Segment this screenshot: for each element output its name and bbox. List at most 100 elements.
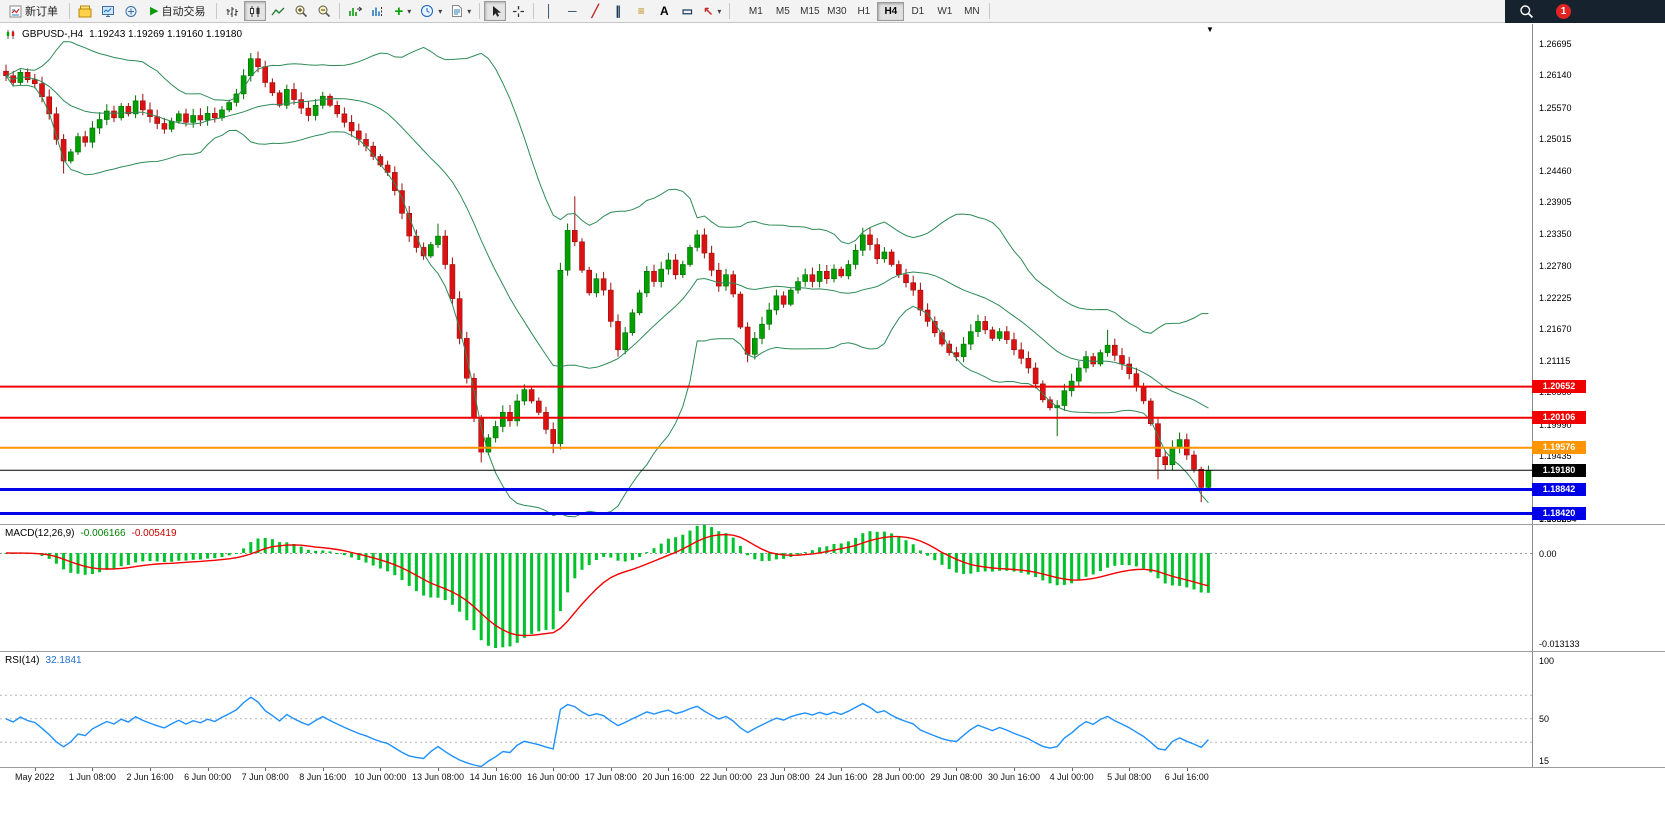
auto-trading-label: 自动交易 bbox=[161, 6, 206, 18]
indicators-button[interactable]: + ▾ bbox=[390, 1, 415, 21]
price-axis-label: 1.22780 bbox=[1539, 261, 1572, 272]
notification-badge[interactable]: 1 bbox=[1556, 3, 1571, 19]
time-axis-label: 2 Jun 16:00 bbox=[126, 772, 174, 782]
time-axis-label: 5 Jul 08:00 bbox=[1107, 772, 1152, 782]
auto-trading-button[interactable]: ▶ 自动交易 bbox=[143, 1, 212, 21]
trendline-tool-button[interactable]: ╱ bbox=[584, 1, 606, 21]
line-chart-button[interactable] bbox=[267, 1, 289, 21]
price-chart-canvas[interactable] bbox=[0, 24, 1532, 524]
time-axis-tick bbox=[668, 768, 670, 771]
crosshair-icon bbox=[512, 5, 524, 17]
panel-splitter-macd[interactable] bbox=[0, 524, 1665, 525]
timeframe-button-m15[interactable]: M15 bbox=[800, 5, 820, 17]
price-axis-label: 1.25015 bbox=[1539, 134, 1572, 145]
chart-shift-icon bbox=[372, 6, 383, 16]
auto-scroll-icon bbox=[349, 6, 363, 16]
panel-splitter-rsi[interactable] bbox=[0, 651, 1665, 652]
time-axis-label: 6 Jun 00:00 bbox=[184, 772, 232, 782]
timeframe-button-h1[interactable]: H1 bbox=[857, 5, 871, 17]
timeframe-button-d1[interactable]: D1 bbox=[911, 5, 925, 17]
time-axis[interactable]: May 2022 1 Jun 08:00 2 Jun 16:00 6 Jun 00:0… bbox=[0, 768, 1532, 790]
time-axis-tick bbox=[898, 768, 900, 771]
macd-signal-value: -0.005419 bbox=[131, 528, 177, 539]
price-tag: 1.18842 bbox=[1532, 483, 1586, 496]
timeframe-button-m5[interactable]: M5 bbox=[775, 5, 790, 17]
price-tag: 1.18420 bbox=[1532, 507, 1586, 520]
template-icon bbox=[452, 5, 463, 17]
rsi-panel[interactable]: RSI(14) 32.1841 bbox=[0, 652, 1532, 767]
crosshair-button[interactable] bbox=[507, 1, 529, 21]
horizontal-line-tool-button[interactable]: ─ bbox=[561, 1, 583, 21]
macd-canvas[interactable] bbox=[0, 525, 1532, 651]
axis-overlay: 1.26695 1.26140 1.25570 1.25015 1.24460 1.239… bbox=[1532, 0, 1665, 830]
chevron-down-icon: ▾ bbox=[717, 6, 722, 16]
timeframe-button-mn[interactable]: MN bbox=[964, 5, 980, 17]
price-tag: 1.20652 bbox=[1532, 380, 1586, 394]
timeframe-button-m30[interactable]: M30 bbox=[827, 5, 847, 17]
rsi-canvas[interactable] bbox=[0, 652, 1532, 767]
macd-panel[interactable]: MACD(12,26,9) -0.006166 -0.005419 bbox=[0, 525, 1532, 651]
timeframe-button-h4[interactable]: H4 bbox=[877, 1, 905, 21]
cursor-button[interactable] bbox=[484, 1, 507, 21]
time-axis-tick bbox=[34, 768, 36, 771]
time-axis-label: 14 Jun 16:00 bbox=[469, 772, 522, 782]
text-tool-button[interactable]: A bbox=[653, 1, 675, 21]
chart-shift-button[interactable] bbox=[367, 1, 389, 21]
templates-button[interactable]: ▾ bbox=[447, 1, 475, 21]
label-tool-button[interactable]: ▭ bbox=[676, 1, 698, 21]
auto-trading-icon: ▶ bbox=[150, 4, 159, 17]
search-icon[interactable] bbox=[1519, 4, 1534, 19]
price-axis-column[interactable] bbox=[1532, 24, 1665, 767]
timeframe-buttons: M1 M5 M15 M30 H1 H4 D1 W1 MN bbox=[742, 1, 985, 21]
time-axis-tick bbox=[265, 768, 267, 771]
time-axis-tick bbox=[1186, 768, 1188, 771]
vertical-line-tool-button[interactable]: │ bbox=[538, 1, 560, 21]
price-tag: 1.19576 bbox=[1532, 441, 1586, 455]
macd-axis-label: -0.013133 bbox=[1539, 639, 1580, 650]
fibonacci-icon: ≡ bbox=[637, 4, 645, 18]
toolbar-separator bbox=[339, 3, 341, 19]
zoom-in-button[interactable] bbox=[290, 1, 312, 21]
rsi-axis-label: 15 bbox=[1539, 755, 1550, 766]
chevron-down-icon: ▾ bbox=[407, 6, 412, 16]
line-chart-icon bbox=[271, 7, 285, 15]
arrows-tool-button[interactable]: ↖ ▾ bbox=[699, 1, 725, 21]
auto-scroll-button[interactable] bbox=[344, 1, 366, 21]
timeframe-button-m1[interactable]: M1 bbox=[748, 5, 763, 17]
channel-tool-button[interactable]: ∥ bbox=[607, 1, 629, 21]
horizontal-line-icon: ─ bbox=[568, 4, 577, 18]
data-window-button[interactable] bbox=[120, 1, 142, 21]
fibonacci-tool-button[interactable]: ≡ bbox=[630, 1, 652, 21]
add-indicator-icon: + bbox=[394, 2, 404, 20]
price-chart-panel[interactable]: GBPUSD-,H4 1.19243 1.19269 1.19160 1.191… bbox=[0, 24, 1532, 524]
timeframe-button-w1[interactable]: W1 bbox=[937, 5, 953, 17]
market-watch-button[interactable] bbox=[97, 1, 119, 21]
vertical-line-icon: │ bbox=[545, 4, 554, 18]
time-axis-label: 17 Jun 08:00 bbox=[584, 772, 637, 782]
time-axis-label: 4 Jul 00:00 bbox=[1049, 772, 1094, 782]
time-axis-tick bbox=[495, 768, 497, 771]
time-axis-tick bbox=[1129, 768, 1131, 771]
time-axis-label: 10 Jun 00:00 bbox=[354, 772, 407, 782]
profiles-button[interactable] bbox=[74, 1, 96, 21]
time-axis-tick bbox=[610, 768, 612, 771]
time-axis-border bbox=[0, 767, 1665, 768]
toolbar-separator bbox=[69, 3, 70, 19]
chart-shift-marker[interactable]: ▼ bbox=[1206, 25, 1214, 34]
toolbar-separator bbox=[479, 3, 481, 19]
trendline-icon: ╱ bbox=[591, 4, 599, 18]
zoom-in-icon bbox=[295, 5, 308, 18]
periods-button[interactable]: ▾ bbox=[416, 1, 446, 21]
rsi-value: 32.1841 bbox=[45, 655, 82, 666]
time-axis-tick bbox=[150, 768, 151, 771]
macd-main-value: -0.006166 bbox=[80, 528, 126, 539]
candlestick-chart-button[interactable] bbox=[244, 1, 267, 21]
ohlc-values: 1.19243 1.19269 1.19160 1.19180 bbox=[89, 29, 243, 40]
new-order-button[interactable]: 新订单 bbox=[2, 1, 65, 21]
price-axis-label: 1.23905 bbox=[1539, 197, 1572, 208]
zoom-out-button[interactable] bbox=[313, 1, 335, 21]
time-axis-tick bbox=[841, 768, 843, 771]
time-axis-label: 20 Jun 16:00 bbox=[642, 772, 695, 782]
bar-chart-button[interactable] bbox=[221, 1, 243, 21]
